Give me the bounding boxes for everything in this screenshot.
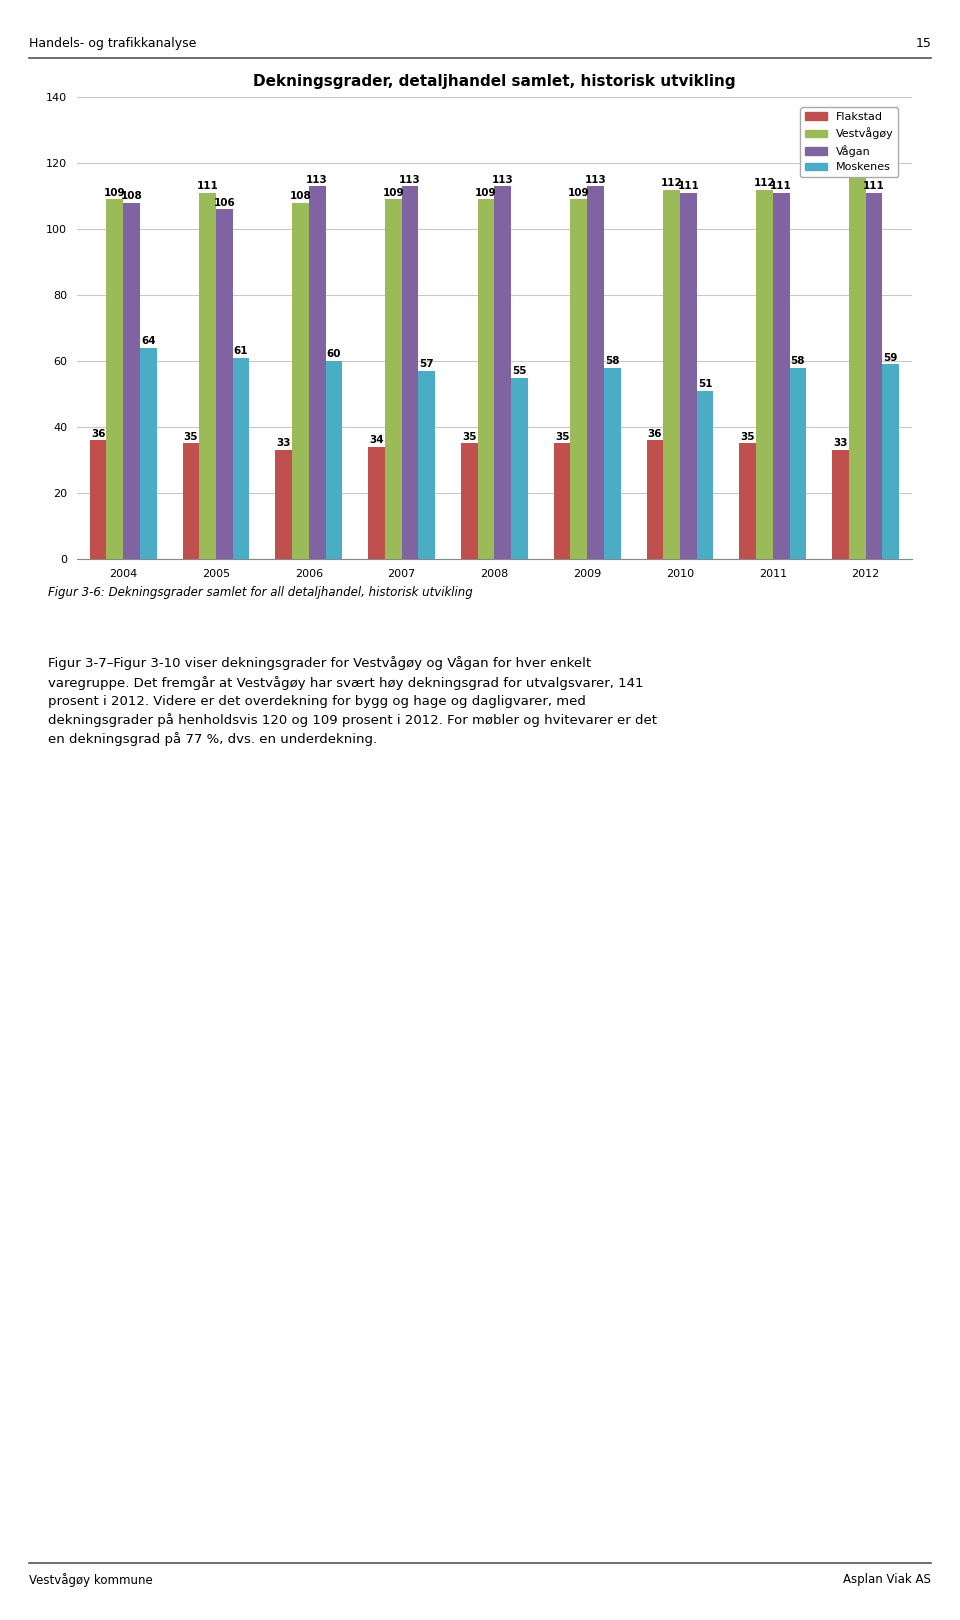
Text: 59: 59 <box>883 353 898 363</box>
Text: 60: 60 <box>326 350 341 360</box>
Text: Figur 3-6: Dekningsgrader samlet for all detaljhandel, historisk utvikling: Figur 3-6: Dekningsgrader samlet for all… <box>48 586 472 599</box>
Text: 111: 111 <box>197 181 219 191</box>
Text: 36: 36 <box>648 429 662 439</box>
Bar <box>789 368 806 559</box>
Text: 35: 35 <box>555 433 569 442</box>
Bar <box>419 371 435 559</box>
Text: 109: 109 <box>104 188 126 198</box>
Bar <box>200 193 216 559</box>
Bar <box>461 444 478 559</box>
Bar <box>309 186 325 559</box>
Bar <box>697 390 713 559</box>
Bar <box>276 450 292 559</box>
Bar <box>325 361 342 559</box>
Text: 34: 34 <box>370 436 384 446</box>
Text: Handels- og trafikkanalyse: Handels- og trafikkanalyse <box>29 37 196 50</box>
Bar <box>773 193 789 559</box>
Text: 111: 111 <box>770 181 792 191</box>
Bar <box>232 358 250 559</box>
Text: 116: 116 <box>847 165 868 175</box>
Bar <box>369 447 385 559</box>
Text: 55: 55 <box>513 366 527 376</box>
Bar <box>385 199 401 559</box>
Text: 111: 111 <box>863 181 885 191</box>
Text: 112: 112 <box>754 178 776 188</box>
Bar <box>866 193 882 559</box>
Bar <box>739 444 756 559</box>
Text: 108: 108 <box>290 191 311 201</box>
Text: 109: 109 <box>382 188 404 198</box>
Bar <box>554 444 570 559</box>
Text: 58: 58 <box>791 356 805 366</box>
Bar <box>570 199 588 559</box>
Bar <box>182 444 200 559</box>
Text: 113: 113 <box>492 175 514 185</box>
Bar <box>647 441 663 559</box>
Text: 35: 35 <box>462 433 476 442</box>
Text: 35: 35 <box>740 433 755 442</box>
Text: 111: 111 <box>678 181 699 191</box>
Text: 109: 109 <box>475 188 497 198</box>
Text: 33: 33 <box>833 439 848 449</box>
Bar <box>832 450 849 559</box>
Bar <box>216 209 232 559</box>
Text: Figur 3-7–Figur 3-10 viser dekningsgrader for Vestvågøy og Vågan for hver enkelt: Figur 3-7–Figur 3-10 viser dekningsgrade… <box>48 656 657 747</box>
Bar <box>849 177 866 559</box>
Bar <box>588 186 604 559</box>
Bar <box>604 368 620 559</box>
Text: 112: 112 <box>660 178 683 188</box>
Text: 109: 109 <box>568 188 589 198</box>
Legend: Flakstad, Vestvågøy, Vågan, Moskenes: Flakstad, Vestvågøy, Vågan, Moskenes <box>801 107 899 177</box>
Text: 113: 113 <box>585 175 607 185</box>
Bar <box>401 186 419 559</box>
Text: Asplan Viak AS: Asplan Viak AS <box>843 1573 931 1586</box>
Text: 15: 15 <box>915 37 931 50</box>
Text: 113: 113 <box>399 175 420 185</box>
Text: 108: 108 <box>121 191 142 201</box>
Text: 33: 33 <box>276 439 291 449</box>
Text: 64: 64 <box>141 337 156 347</box>
Bar <box>123 202 140 559</box>
Bar <box>882 364 899 559</box>
Text: 57: 57 <box>420 360 434 369</box>
Text: 51: 51 <box>698 379 712 389</box>
Bar <box>292 202 309 559</box>
Text: 61: 61 <box>234 347 249 356</box>
Bar <box>478 199 494 559</box>
Bar <box>90 441 107 559</box>
Bar <box>756 190 773 559</box>
Bar <box>107 199 123 559</box>
Bar <box>680 193 697 559</box>
Text: 35: 35 <box>183 433 198 442</box>
Text: 106: 106 <box>213 198 235 207</box>
Text: 58: 58 <box>605 356 619 366</box>
Bar <box>511 377 528 559</box>
Title: Dekningsgrader, detaljhandel samlet, historisk utvikling: Dekningsgrader, detaljhandel samlet, his… <box>253 75 735 89</box>
Text: 113: 113 <box>306 175 328 185</box>
Bar <box>494 186 511 559</box>
Bar <box>663 190 680 559</box>
Text: Vestvågøy kommune: Vestvågøy kommune <box>29 1573 153 1588</box>
Text: 36: 36 <box>91 429 106 439</box>
Bar <box>140 348 156 559</box>
